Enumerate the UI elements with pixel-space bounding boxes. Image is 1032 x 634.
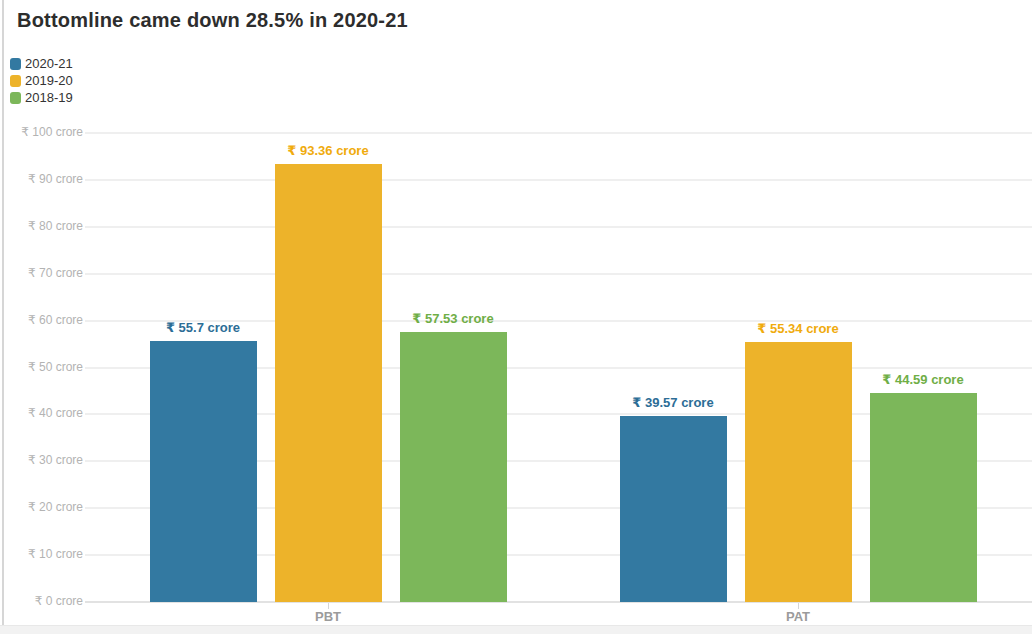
bar-PBT-2019-20[interactable] — [275, 164, 382, 602]
gridline-y-80 — [85, 226, 1032, 228]
bottom-strip — [0, 625, 1032, 634]
bar-PAT-2019-20[interactable] — [745, 342, 852, 602]
y-axis-tick-label: ₹ 60 crore — [0, 313, 83, 328]
bar-value-label-PBT-2019-20: ₹ 93.36 crore — [258, 143, 398, 159]
category-label-PBT: PBT — [268, 609, 388, 624]
chart-page: Bottomline came down 28.5% in 2020-21 20… — [0, 0, 1032, 634]
bar-PAT-2018-19[interactable] — [870, 393, 977, 602]
y-axis-tick-label: ₹ 80 crore — [0, 219, 83, 234]
y-axis-tick-label: ₹ 90 crore — [0, 172, 83, 187]
y-axis-tick-label: ₹ 20 crore — [0, 500, 83, 515]
y-axis-tick-label: ₹ 0 crore — [0, 594, 83, 609]
y-axis-tick-label: ₹ 50 crore — [0, 360, 83, 375]
bar-value-label-PBT-2018-19: ₹ 57.53 crore — [383, 311, 523, 327]
bar-value-label-PAT-2018-19: ₹ 44.59 crore — [853, 372, 993, 388]
y-axis-tick-label: ₹ 70 crore — [0, 266, 83, 281]
y-axis-tick-label: ₹ 10 crore — [0, 547, 83, 562]
column-chart: ₹ 0 crore ₹ 10 crore ₹ 20 crore ₹ 30 crore ₹… — [0, 0, 1032, 634]
gridline-y-70 — [85, 273, 1032, 275]
bar-value-label-PAT-2019-20: ₹ 55.34 crore — [728, 321, 868, 337]
category-label-PAT: PAT — [738, 609, 858, 624]
bar-value-label-PAT-2020-21: ₹ 39.57 crore — [603, 395, 743, 411]
gridline-y-100 — [85, 132, 1032, 134]
bar-PAT-2020-21[interactable] — [620, 416, 727, 602]
y-axis-tick-label: ₹ 30 crore — [0, 453, 83, 468]
y-axis-tick-label: ₹ 100 crore — [0, 125, 83, 140]
bar-PBT-2020-21[interactable] — [150, 341, 257, 602]
gridline-y-90 — [85, 179, 1032, 181]
bar-value-label-PBT-2020-21: ₹ 55.7 crore — [133, 320, 273, 336]
y-axis-tick-label: ₹ 40 crore — [0, 406, 83, 421]
bar-PBT-2018-19[interactable] — [400, 332, 507, 602]
